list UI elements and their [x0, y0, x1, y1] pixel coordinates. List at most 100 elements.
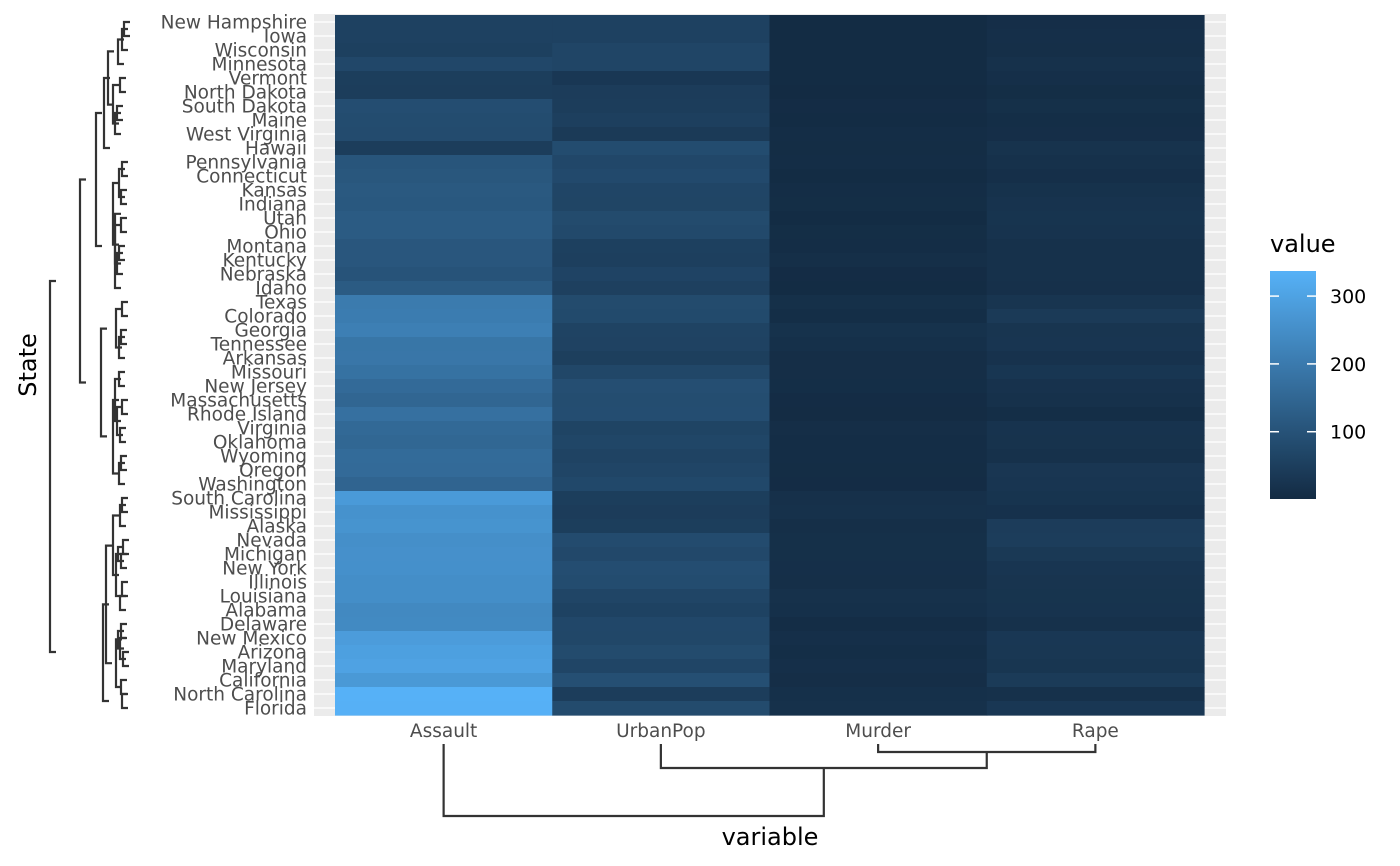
heatmap-cell	[769, 239, 988, 254]
heatmap-cell	[986, 659, 1205, 674]
heatmap-cell	[986, 379, 1205, 394]
heatmap-cell	[769, 659, 988, 674]
heatmap-cell	[335, 393, 553, 408]
y-tick-label: Minnesota	[212, 55, 307, 76]
y-tick-label: Georgia	[234, 321, 307, 342]
y-tick-label: Idaho	[255, 279, 307, 300]
y-tick-label: Delaware	[220, 615, 307, 636]
heatmap-cell	[769, 127, 988, 142]
heatmap-cell	[769, 267, 988, 282]
heatmap-cell	[335, 29, 553, 44]
legend-tick-label: 300	[1330, 286, 1366, 308]
heatmap-cell	[986, 575, 1205, 590]
y-tick-label: Connecticut	[196, 167, 307, 188]
heatmap-cell	[552, 281, 771, 296]
heatmap-cell	[769, 323, 988, 338]
y-tick-label: Arkansas	[223, 349, 307, 370]
heatmap-cell	[335, 113, 553, 128]
heatmap-cell	[552, 393, 771, 408]
heatmap-cell	[335, 15, 553, 30]
y-tick-label: Kansas	[242, 181, 307, 202]
heatmap-cell	[986, 267, 1205, 282]
y-tick-label: New Mexico	[196, 629, 307, 650]
heatmap-cell	[986, 295, 1205, 310]
heatmap-cell	[986, 15, 1205, 30]
x-axis-title: variable	[722, 823, 819, 851]
heatmap-cell	[552, 267, 771, 282]
y-tick-label: Massachusetts	[170, 391, 307, 412]
row-dendrogram-branch	[116, 38, 124, 66]
heatmap-cell	[769, 505, 988, 520]
heatmap-cell	[986, 589, 1205, 604]
heatmap-cell	[769, 309, 988, 324]
x-tick-label: Rape	[1072, 721, 1119, 742]
heatmap-cell	[986, 211, 1205, 226]
heatmap-cell	[552, 29, 771, 44]
heatmap-cell	[986, 603, 1205, 618]
legend-title: value	[1270, 230, 1336, 258]
heatmap-cell	[552, 99, 771, 114]
heatmap-cell	[552, 253, 771, 268]
heatmap-cell	[552, 449, 771, 464]
y-tick-label: Colorado	[224, 307, 307, 328]
heatmap-cell	[335, 197, 553, 212]
heatmap-cell	[769, 15, 988, 30]
heatmap-cell	[769, 281, 988, 296]
heatmap-cell	[335, 337, 553, 352]
heatmap-cell	[769, 477, 988, 492]
heatmap-cell	[986, 491, 1205, 506]
heatmap-cell	[986, 561, 1205, 576]
heatmap-cell	[986, 183, 1205, 198]
heatmap-cell	[552, 673, 771, 688]
heatmap-cell	[552, 15, 771, 30]
heatmap-cell	[335, 407, 553, 422]
heatmap-cell	[335, 253, 553, 268]
x-tick-label: Assault	[410, 721, 477, 742]
y-tick-label: Hawaii	[245, 139, 307, 160]
heatmap-cell	[335, 505, 553, 520]
y-tick-label: Florida	[244, 699, 307, 720]
heatmap-cell	[769, 589, 988, 604]
x-tick-label: Murder	[845, 721, 911, 742]
heatmap-cell	[552, 71, 771, 86]
heatmap-cell	[335, 211, 553, 226]
heatmap-cell	[552, 519, 771, 534]
heatmap-cell	[552, 57, 771, 72]
heatmap-cell	[769, 183, 988, 198]
row-dendrogram-branch	[113, 212, 121, 290]
heatmap-cell	[552, 85, 771, 100]
heatmap-cell	[769, 449, 988, 464]
heatmap-cell	[769, 463, 988, 478]
y-tick-label: Michigan	[224, 545, 307, 566]
heatmap-cell	[552, 113, 771, 128]
heatmap-cell	[986, 701, 1205, 716]
heatmap-cell	[986, 519, 1205, 534]
heatmap-cell	[986, 477, 1205, 492]
heatmap-cell	[552, 127, 771, 142]
y-tick-label: California	[219, 671, 307, 692]
heatmap-cell	[986, 617, 1205, 632]
heatmap-cell	[769, 225, 988, 240]
heatmap-cell	[986, 253, 1205, 268]
heatmap-cell	[552, 463, 771, 478]
heatmap-cell	[335, 645, 553, 660]
y-tick-label: Nebraska	[220, 265, 307, 286]
heatmap-cell	[769, 547, 988, 562]
heatmap-cell	[335, 687, 553, 702]
y-tick-label: Rhode Island	[187, 405, 307, 426]
heatmap-cell	[552, 645, 771, 660]
heatmap-cell	[986, 309, 1205, 324]
heatmap-cell	[769, 155, 988, 170]
y-tick-label: Nevada	[236, 531, 307, 552]
heatmap-cell	[769, 673, 988, 688]
y-tick-label: Maryland	[221, 657, 307, 678]
heatmap-cell	[552, 477, 771, 492]
y-tick-label: Indiana	[239, 195, 307, 216]
row-dendrogram-branch	[114, 638, 122, 689]
heatmap-cell	[335, 239, 553, 254]
col-dendrogram-branch	[442, 744, 825, 818]
heatmap-cell	[769, 617, 988, 632]
heatmap-cell	[552, 43, 771, 58]
heatmap-cell	[552, 617, 771, 632]
heatmap-cell	[335, 379, 553, 394]
